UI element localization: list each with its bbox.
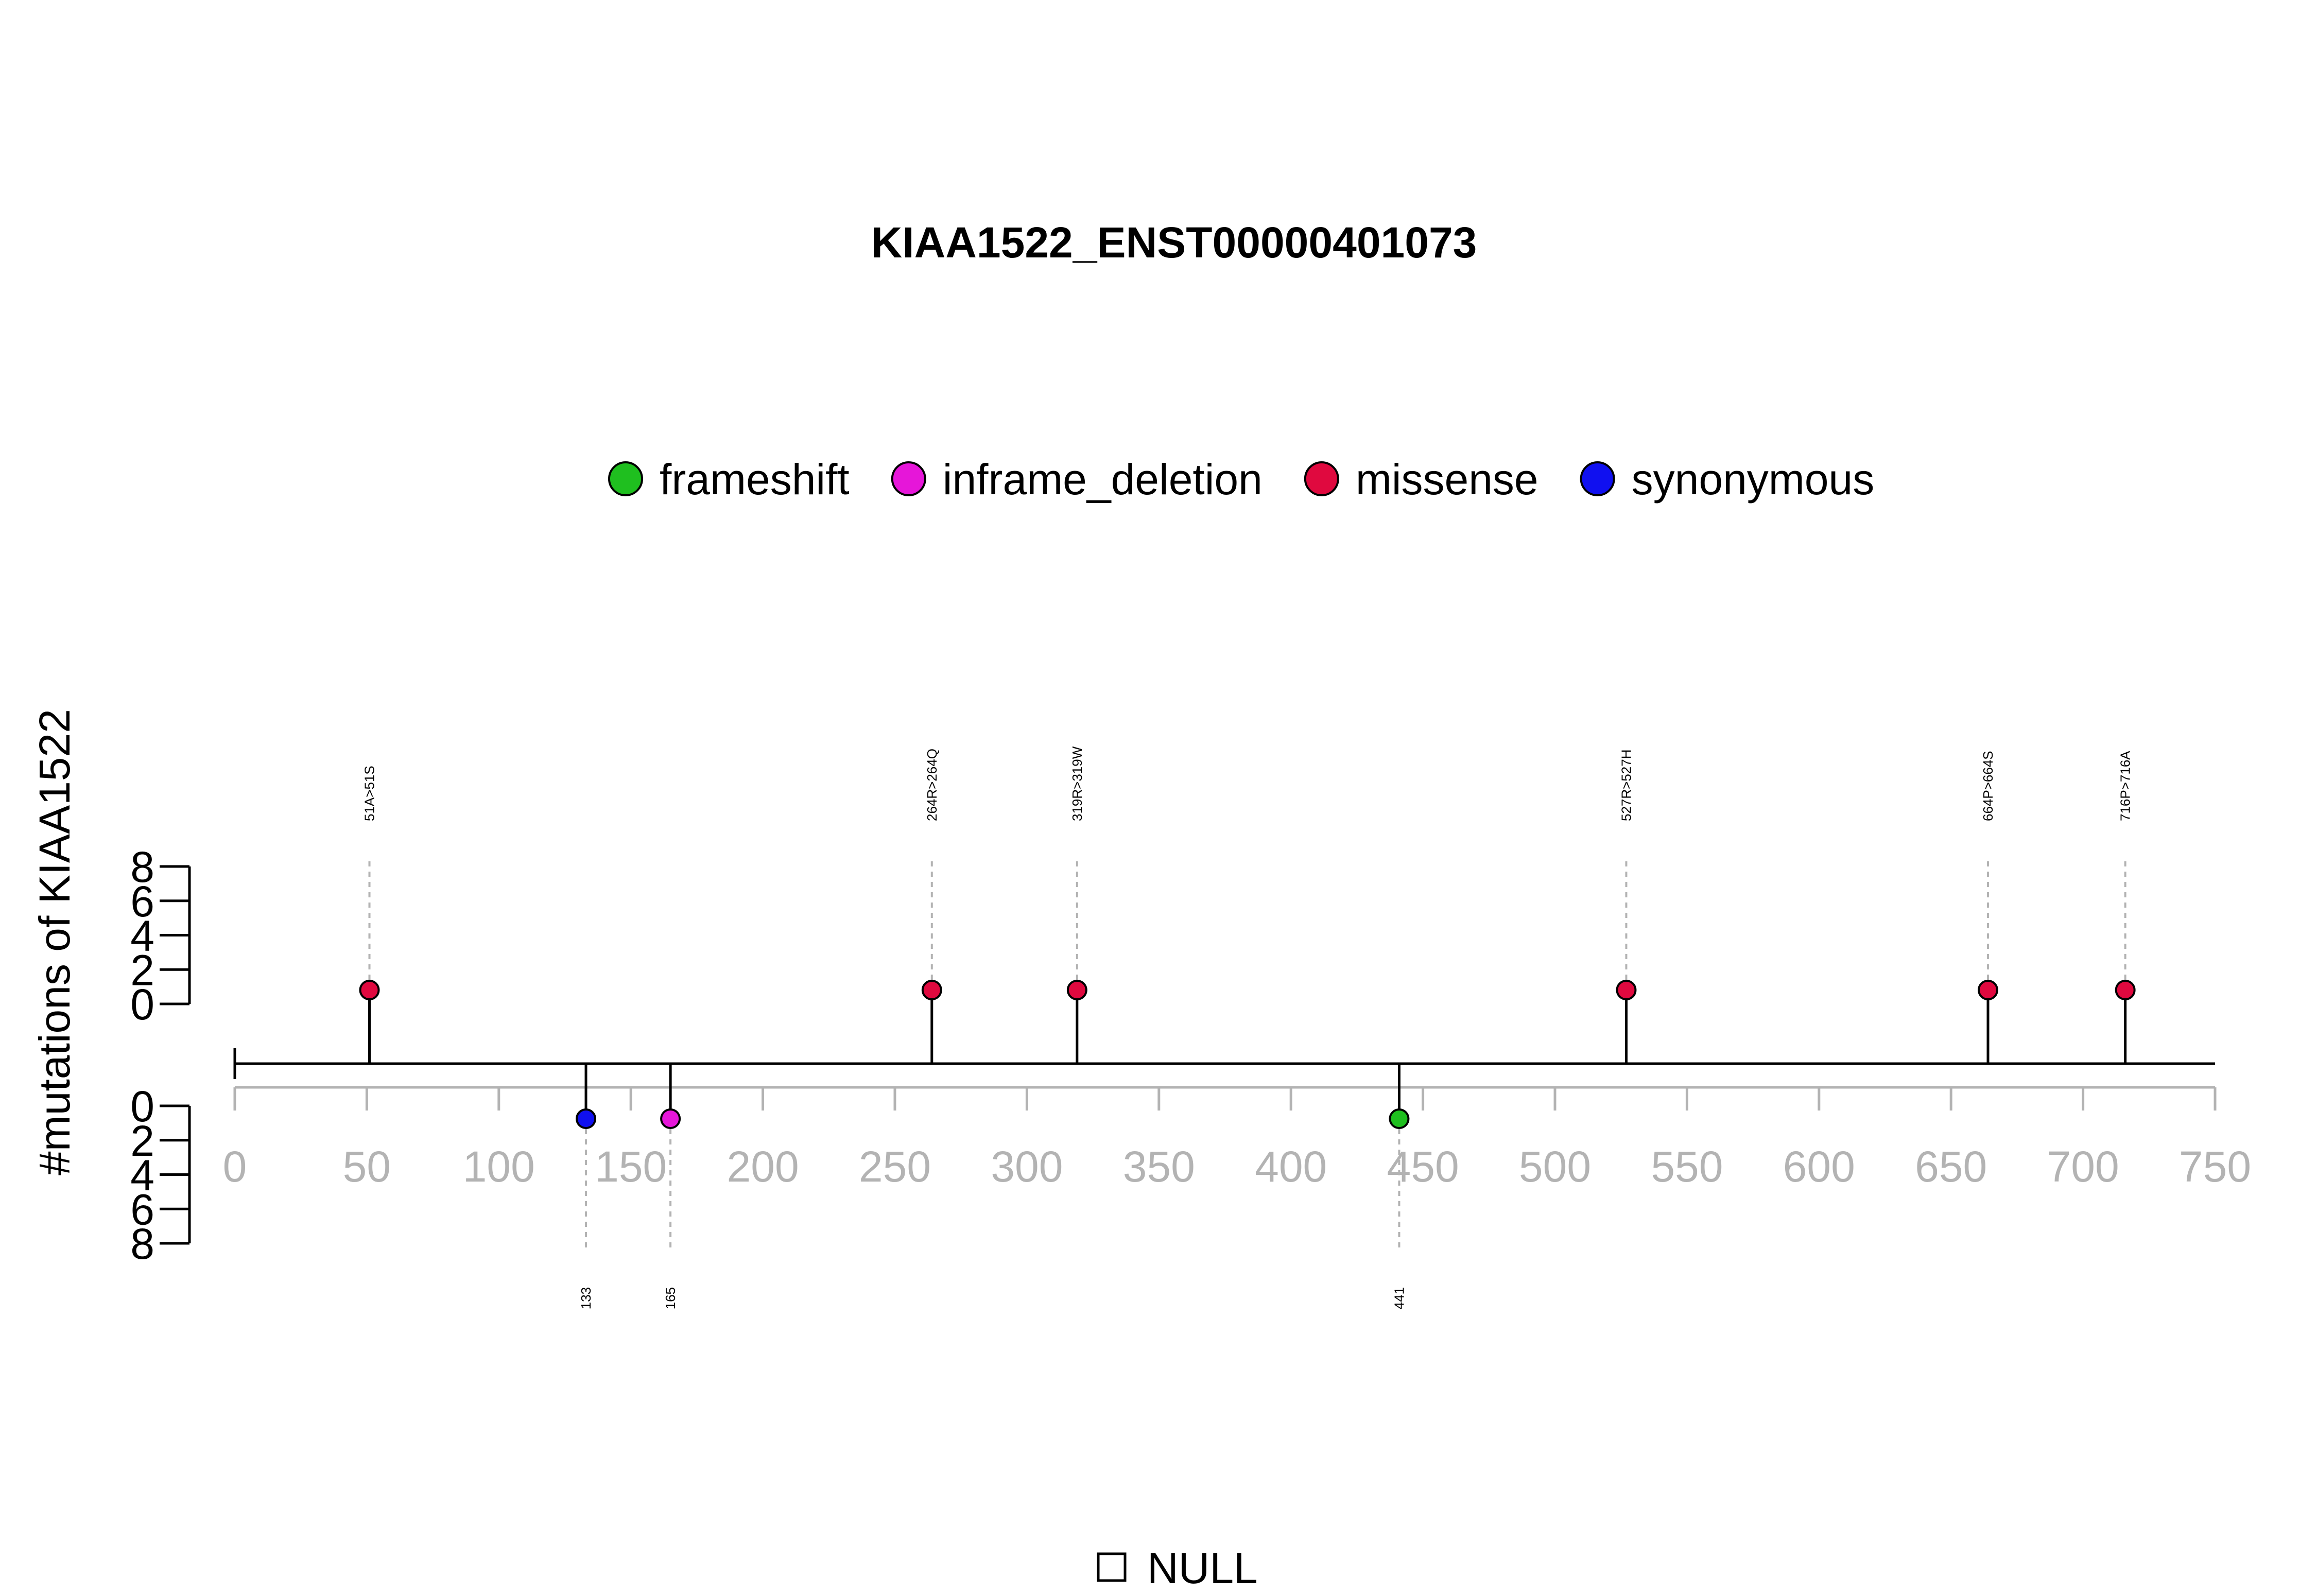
- count-tick-label-top: 2: [130, 946, 154, 994]
- count-tick-label-bottom: 0: [130, 1082, 154, 1131]
- mutation-point-missense: [359, 980, 380, 1000]
- legend-marker-missense: [1304, 461, 1339, 496]
- x-axis-tick-label: 200: [727, 1142, 799, 1191]
- x-axis-tick-label: 50: [343, 1142, 391, 1191]
- count-tick-label-top: 8: [130, 843, 154, 891]
- count-tick-label-top: 4: [130, 912, 154, 960]
- legend-marker-inframe_deletion: [891, 461, 926, 496]
- mutation-point-missense: [2115, 980, 2136, 1000]
- mutation-point-missense: [1616, 980, 1637, 1000]
- legend-label-frameshift: frameshift: [660, 455, 850, 504]
- mutation-point-inframe_deletion: [660, 1108, 681, 1129]
- count-tick-label-bottom: 2: [130, 1117, 154, 1165]
- x-axis-tick-label: 700: [2047, 1142, 2119, 1191]
- x-axis-tick-label: 600: [1783, 1142, 1855, 1191]
- legend-label-synonymous: synonymous: [1632, 455, 1875, 504]
- mutation-label: 319R>319W: [1069, 746, 1085, 821]
- x-axis-tick-label: 450: [1387, 1142, 1459, 1191]
- legend: frameshift inframe_deletion missense synony…: [608, 455, 1875, 504]
- legend-marker-synonymous: [1580, 461, 1615, 496]
- x-axis-tick-label: 650: [1915, 1142, 1987, 1191]
- x-axis-tick-label: 300: [991, 1142, 1063, 1191]
- chart-title: KIAA1522_ENST00000401073: [871, 218, 1477, 267]
- count-tick-label-bottom: 4: [130, 1151, 154, 1200]
- mutation-label: 441: [1391, 1287, 1407, 1309]
- mutation-point-frameshift: [1389, 1108, 1410, 1129]
- mutation-label: 716P>716A: [2118, 751, 2133, 821]
- legend-label-inframe_deletion: inframe_deletion: [943, 455, 1263, 504]
- x-axis-tick-label: 400: [1255, 1142, 1327, 1191]
- count-tick-label-top: 6: [130, 877, 154, 926]
- mutation-label: 51A>51S: [362, 766, 377, 821]
- mutation-point-missense: [1977, 980, 1998, 1000]
- x-axis-tick-label: 150: [595, 1142, 667, 1191]
- x-axis-tick-label: 250: [859, 1142, 931, 1191]
- x-axis-tick-label: 500: [1519, 1142, 1591, 1191]
- x-axis-tick-label: 550: [1651, 1142, 1723, 1191]
- count-tick-label-top: 0: [130, 980, 154, 1029]
- domain-legend-box: [1097, 1552, 1127, 1582]
- mutation-point-synonymous: [576, 1108, 597, 1129]
- mutation-point-missense: [921, 980, 942, 1000]
- x-axis-tick-label: 350: [1123, 1142, 1195, 1191]
- domain-legend-label: NULL: [1147, 1544, 1258, 1592]
- legend-label-missense: missense: [1356, 455, 1538, 504]
- count-tick-label-bottom: 6: [130, 1185, 154, 1234]
- x-axis-tick-label: 750: [2179, 1142, 2251, 1191]
- mutation-point-missense: [1066, 980, 1087, 1000]
- legend-marker-frameshift: [608, 461, 643, 496]
- x-axis-tick-label: 0: [223, 1142, 247, 1191]
- x-axis-tick-label: 100: [463, 1142, 535, 1191]
- y-axis-label: #mutations of KIAA1522: [30, 709, 79, 1175]
- count-tick-label-bottom: 8: [130, 1220, 154, 1268]
- mutation-label: 133: [578, 1287, 594, 1309]
- domain-legend: NULL: [1097, 1544, 1258, 1592]
- plot-area: 0 50 100 150 200 250 300 350 400 450 500 550 600 650 7…: [130, 746, 2251, 1309]
- mutation-label: 264R>264Q: [924, 749, 940, 821]
- mutation-label: 165: [663, 1287, 678, 1309]
- mutation-label: 527R>527H: [1618, 750, 1634, 822]
- mutation-label: 664P>664S: [1980, 751, 1996, 821]
